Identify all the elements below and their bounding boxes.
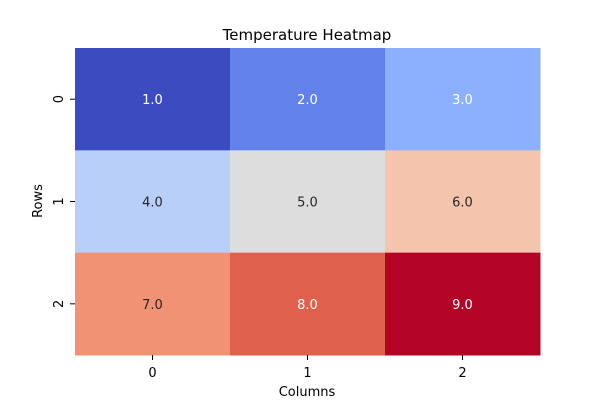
x-tick-label: 1 <box>303 366 311 381</box>
heatmap-cell-r2-c2 <box>385 252 541 356</box>
heatmap-cell-r0-c1 <box>230 48 386 151</box>
heatmap-cell-r1-c0 <box>75 150 231 254</box>
y-tick-label: 1 <box>52 197 67 205</box>
y-axis-label: Rows <box>31 184 46 218</box>
cell-value-label-r1-c0: 4.0 <box>142 196 163 211</box>
cell-value-label-r2-c0: 7.0 <box>142 298 163 313</box>
y-axis-ticks: 0 1 2 <box>52 95 75 308</box>
cell-value-label-r1-c1: 5.0 <box>297 196 318 211</box>
cell-value-label-r2-c1: 8.0 <box>297 298 318 313</box>
cell-value-label-r2-c2: 9.0 <box>452 298 473 313</box>
heatmap-cell-labels: 1.0 2.0 3.0 4.0 5.0 6.0 7.0 8.0 9.0 <box>142 93 473 313</box>
heatmap-cell-r2-c0 <box>75 252 231 356</box>
x-axis-label: Columns <box>279 385 336 400</box>
heatmap-cell-r0-c2 <box>385 48 541 151</box>
heatmap-cell-r2-c1 <box>230 252 386 356</box>
x-axis-ticks: 0 1 2 <box>148 355 467 381</box>
heatmap-cell-r0-c0 <box>75 48 231 151</box>
y-tick-label: 2 <box>52 300 67 308</box>
cell-value-label-r1-c2: 6.0 <box>452 196 473 211</box>
x-tick-label: 2 <box>458 366 466 381</box>
cell-value-label-r0-c2: 3.0 <box>452 93 473 108</box>
heatmap-cell-r1-c1 <box>230 150 386 254</box>
x-tick-label: 0 <box>148 366 156 381</box>
chart-title: Temperature Heatmap <box>222 26 392 44</box>
cell-value-label-r0-c1: 2.0 <box>297 93 318 108</box>
heatmap-cells <box>75 48 541 356</box>
heatmap-cell-r1-c2 <box>385 150 541 254</box>
cell-value-label-r0-c0: 1.0 <box>142 93 163 108</box>
y-tick-label: 0 <box>52 95 67 103</box>
